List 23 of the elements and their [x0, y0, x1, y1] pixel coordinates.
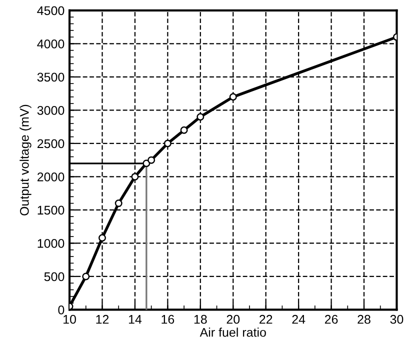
y-axis-title: Output voltage (mV): [20, 104, 32, 216]
x-tick-label: 26: [324, 314, 338, 324]
y-tick-label: 1500: [38, 206, 64, 215]
y-tick-label: 0: [58, 306, 64, 314]
x-tick-label: 14: [128, 315, 142, 324]
y-tick-label: 500: [44, 272, 64, 282]
y-tick-label: 1000: [38, 239, 64, 248]
y-tick-label: 4000: [37, 39, 64, 48]
x-axis-title: Air fuel ratio: [200, 328, 266, 337]
x-tick-label: 10: [64, 314, 76, 324]
y-tick-label: 2500: [37, 139, 64, 148]
x-tick-label: 16: [162, 314, 174, 324]
y-tick-label: 4500: [37, 6, 64, 16]
x-tick-label: 30: [390, 314, 404, 324]
y-tick-label: 3000: [37, 106, 64, 115]
x-tick-label: 28: [358, 314, 370, 324]
x-tick-label: 22: [260, 314, 272, 324]
x-tick-label: 12: [96, 314, 109, 324]
y-tick-label: 3500: [37, 72, 64, 82]
x-tick-label: 20: [226, 314, 240, 324]
y-tick-label: 2000: [37, 172, 64, 182]
x-tick-label: 24: [292, 314, 306, 324]
x-tick-label: 18: [194, 314, 207, 324]
